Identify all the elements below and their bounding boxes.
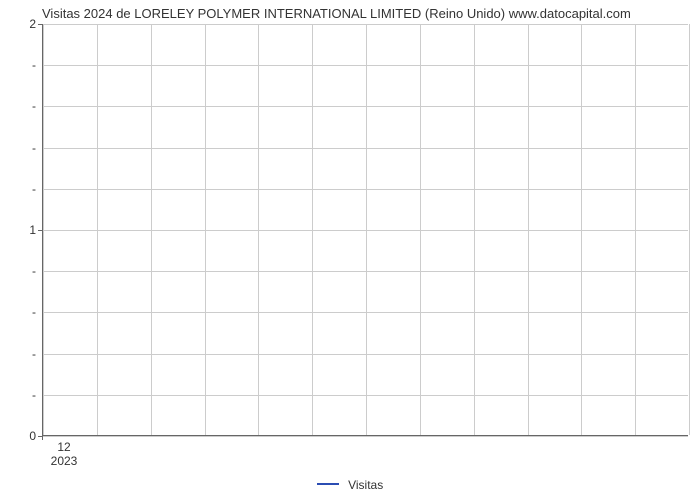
gridline-v (581, 24, 582, 435)
x-axis-label-month: 12 (57, 440, 70, 454)
chart-title: Visitas 2024 de LORELEY POLYMER INTERNAT… (42, 6, 631, 21)
gridline-v (43, 24, 44, 435)
y-axis-label: 0 (29, 429, 36, 443)
y-axis-tick (38, 230, 42, 231)
plot-area (42, 24, 688, 436)
chart-container: Visitas 2024 de LORELEY POLYMER INTERNAT… (0, 0, 700, 500)
legend: Visitas (0, 477, 700, 492)
y-axis-minor-dash: - (32, 183, 36, 195)
legend-line-icon (317, 483, 339, 485)
legend-label: Visitas (348, 478, 383, 492)
y-axis-minor-dash: - (32, 389, 36, 401)
gridline-v (258, 24, 259, 435)
gridline-v (97, 24, 98, 435)
y-axis-minor-dash: - (32, 348, 36, 360)
gridline-v (420, 24, 421, 435)
y-axis-label: 2 (29, 17, 36, 31)
y-axis-minor-dash: - (32, 59, 36, 71)
y-axis-tick (38, 24, 42, 25)
y-axis-minor-dash: - (32, 142, 36, 154)
gridline-v (366, 24, 367, 435)
gridline-v (528, 24, 529, 435)
y-axis-label: 1 (29, 223, 36, 237)
gridline-v (635, 24, 636, 435)
y-axis-minor-dash: - (32, 265, 36, 277)
plot-grid (43, 24, 688, 435)
y-axis-minor-dash: - (32, 100, 36, 112)
gridline-v (205, 24, 206, 435)
y-axis-minor-dash: - (32, 306, 36, 318)
gridline-v (474, 24, 475, 435)
gridline-h-major (43, 436, 688, 437)
gridline-v (151, 24, 152, 435)
gridline-v (689, 24, 690, 435)
x-axis-label-year: 2023 (51, 454, 78, 468)
x-axis-tick (42, 436, 43, 440)
gridline-v (312, 24, 313, 435)
